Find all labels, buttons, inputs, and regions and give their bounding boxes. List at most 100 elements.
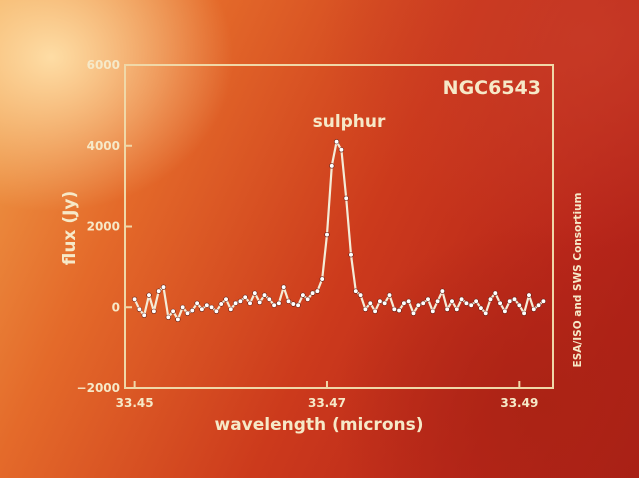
data-point (415, 302, 421, 308)
data-point (425, 296, 431, 302)
data-point (189, 307, 195, 314)
data-point (276, 300, 282, 306)
series-markers (132, 139, 547, 323)
data-point (199, 306, 205, 312)
data-point (348, 252, 354, 258)
data-point (261, 292, 268, 298)
data-point (324, 232, 330, 238)
data-point (377, 298, 383, 304)
data-point (136, 306, 142, 312)
data-point (531, 306, 537, 312)
data-point (382, 300, 388, 306)
data-point (156, 288, 162, 294)
credit-text: ESA/ISO and SWS Consortium (572, 192, 584, 367)
data-point (132, 296, 138, 302)
y-tick-label: 0 (112, 300, 120, 314)
data-point (151, 308, 157, 314)
peak-annotation: sulphur (313, 112, 386, 132)
data-point (386, 292, 393, 298)
data-point (410, 310, 417, 316)
data-point (535, 302, 542, 308)
data-point (338, 147, 345, 153)
data-point (295, 302, 301, 308)
data-point (540, 298, 547, 304)
data-point (170, 308, 176, 314)
data-point (233, 300, 239, 306)
data-point (334, 139, 340, 145)
x-tick-label: 33.47 (308, 396, 346, 410)
data-point (459, 296, 465, 302)
data-point (285, 298, 292, 304)
data-point (218, 301, 224, 307)
y-tick-label: 6000 (87, 58, 120, 72)
data-point (247, 300, 253, 306)
data-point (209, 304, 215, 310)
data-point (430, 308, 436, 314)
data-point (146, 292, 152, 298)
data-point (175, 316, 181, 323)
data-point (242, 294, 248, 300)
x-axis-label: wavelength (microns) (214, 415, 423, 435)
data-point (194, 300, 200, 306)
data-point (165, 314, 171, 320)
y-tick-label: 2000 (87, 220, 120, 234)
data-point (362, 306, 369, 312)
data-point (237, 298, 243, 304)
data-point (204, 302, 210, 308)
data-point (184, 310, 191, 316)
data-point (420, 300, 426, 306)
x-axis-ticks: 33.45 33.47 33.49 (116, 381, 538, 410)
data-point (449, 298, 455, 304)
data-point (300, 292, 306, 298)
x-tick-label: 33.45 (116, 396, 154, 410)
data-point (314, 288, 321, 294)
data-point (444, 306, 450, 312)
data-point (483, 310, 489, 316)
data-point (367, 300, 373, 306)
data-point (290, 301, 296, 307)
data-point (266, 296, 272, 302)
data-point (305, 296, 311, 302)
data-point (281, 284, 287, 290)
data-point (353, 288, 359, 294)
data-point (180, 304, 186, 310)
data-point (310, 290, 316, 296)
data-point (468, 302, 474, 308)
data-point (478, 305, 484, 311)
data-point (487, 296, 494, 302)
data-point (511, 296, 518, 302)
data-point (213, 308, 219, 314)
data-point (502, 308, 508, 314)
data-point (257, 299, 263, 306)
data-point (319, 276, 325, 282)
series-line (133, 140, 545, 321)
data-point (435, 298, 441, 304)
data-point (516, 302, 522, 308)
data-point (329, 163, 335, 169)
data-point (473, 298, 479, 304)
y-tick-label: 4000 (87, 139, 120, 153)
data-point (526, 292, 532, 298)
data-point (343, 195, 349, 201)
data-point (358, 292, 364, 298)
chart-title: NGC6543 (443, 77, 541, 99)
data-point (396, 307, 402, 314)
data-point (372, 308, 378, 314)
data-point (521, 310, 527, 316)
data-point (454, 306, 460, 312)
data-point (401, 300, 407, 306)
data-point (507, 298, 513, 304)
data-point (406, 298, 412, 304)
x-tick-label: 33.49 (500, 396, 538, 410)
data-point (497, 300, 503, 306)
data-point (439, 288, 446, 294)
data-point (223, 296, 229, 302)
data-point (463, 300, 470, 306)
y-axis-ticks: 6000 4000 2000 0 −2000 (77, 58, 132, 395)
data-point (160, 284, 167, 290)
data-point (141, 312, 147, 318)
data-point (492, 290, 498, 296)
y-tick-label: −2000 (77, 381, 120, 395)
